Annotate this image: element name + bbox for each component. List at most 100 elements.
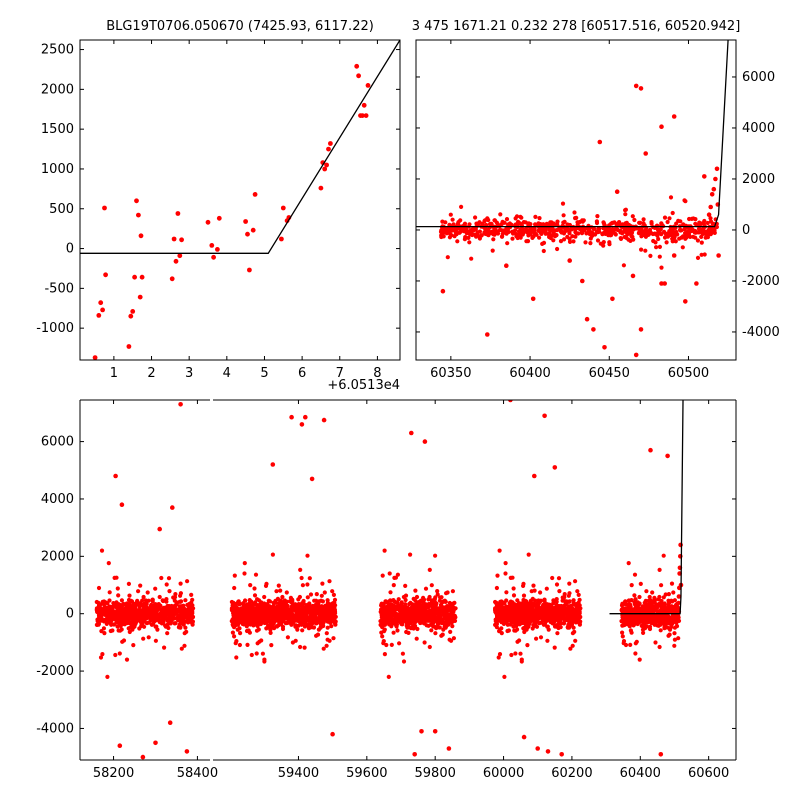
data-point — [440, 632, 445, 637]
data-point — [603, 231, 608, 236]
data-point — [107, 612, 112, 617]
data-point — [141, 594, 146, 600]
data-point — [283, 616, 288, 621]
data-point — [705, 233, 710, 238]
data-point — [100, 652, 105, 657]
data-point — [665, 219, 670, 225]
data-point — [406, 630, 411, 636]
data-point — [551, 618, 556, 624]
data-point — [275, 612, 280, 617]
data-point — [155, 612, 160, 617]
data-point — [107, 617, 112, 622]
data-point — [520, 607, 526, 612]
data-point — [259, 638, 264, 643]
data-point — [451, 608, 456, 613]
data-point — [160, 611, 165, 616]
data-point — [310, 603, 315, 609]
data-point — [146, 635, 151, 640]
data-point — [435, 608, 441, 613]
data-point — [97, 608, 102, 613]
data-point — [432, 729, 438, 734]
data-point — [184, 629, 189, 635]
y-tick-label: 500 — [49, 202, 74, 217]
data-point — [111, 609, 116, 614]
data-point — [292, 619, 297, 624]
data-point — [292, 615, 297, 620]
data-point — [469, 256, 474, 261]
data-point — [441, 627, 446, 632]
data-point — [297, 594, 302, 600]
data-point — [467, 230, 472, 235]
data-point — [531, 623, 536, 628]
data-point — [641, 232, 646, 238]
data-point — [486, 231, 492, 236]
data-point — [639, 247, 644, 252]
data-point — [263, 614, 268, 619]
data-point — [309, 476, 315, 482]
data-point — [307, 576, 312, 581]
data-point — [512, 613, 518, 618]
data-point — [113, 652, 118, 658]
data-point — [516, 603, 521, 608]
data-point — [577, 597, 582, 603]
data-point — [121, 610, 126, 615]
data-point — [433, 595, 438, 600]
data-point — [664, 240, 669, 245]
data-point — [643, 598, 648, 604]
data-point — [136, 212, 141, 218]
data-point — [96, 622, 101, 627]
data-point — [419, 616, 424, 621]
data-point — [492, 232, 497, 237]
data-point — [676, 636, 681, 641]
data-point — [363, 113, 369, 118]
data-point — [414, 636, 419, 641]
data-point — [388, 590, 393, 595]
data-point — [136, 589, 141, 594]
data-point — [621, 263, 627, 268]
data-point — [553, 607, 558, 612]
data-point — [451, 636, 456, 641]
data-point — [673, 239, 678, 244]
data-point — [518, 651, 523, 656]
data-point — [96, 313, 102, 318]
data-point — [306, 603, 311, 609]
data-point — [331, 610, 336, 615]
data-point — [299, 607, 304, 612]
data-point — [595, 214, 600, 219]
data-point — [215, 247, 220, 252]
data-point — [649, 601, 654, 607]
data-point — [275, 604, 281, 609]
data-point — [450, 624, 455, 629]
data-point — [659, 281, 664, 286]
data-point — [676, 594, 682, 599]
data-point — [232, 602, 237, 607]
data-point — [178, 591, 183, 596]
data-point — [548, 612, 553, 617]
data-point — [633, 597, 638, 602]
data-point — [552, 465, 558, 470]
data-point — [651, 238, 656, 244]
data-point — [307, 625, 312, 631]
data-point — [440, 219, 445, 224]
data-point — [417, 601, 422, 607]
data-point — [395, 628, 400, 633]
data-point — [448, 629, 453, 635]
data-point — [396, 616, 401, 621]
data-point — [668, 625, 674, 630]
data-point — [712, 228, 717, 233]
data-point — [702, 174, 707, 179]
data-point — [497, 548, 502, 553]
data-point — [629, 234, 634, 239]
data-point — [229, 607, 234, 613]
data-point — [139, 274, 145, 280]
data-point — [319, 618, 324, 623]
data-point — [96, 613, 102, 618]
data-point — [523, 625, 528, 630]
data-point — [708, 204, 713, 210]
data-point — [574, 231, 579, 236]
data-point — [271, 605, 276, 610]
data-point — [331, 636, 336, 641]
data-point — [494, 601, 499, 607]
data-point — [444, 605, 449, 610]
data-point — [659, 598, 664, 604]
